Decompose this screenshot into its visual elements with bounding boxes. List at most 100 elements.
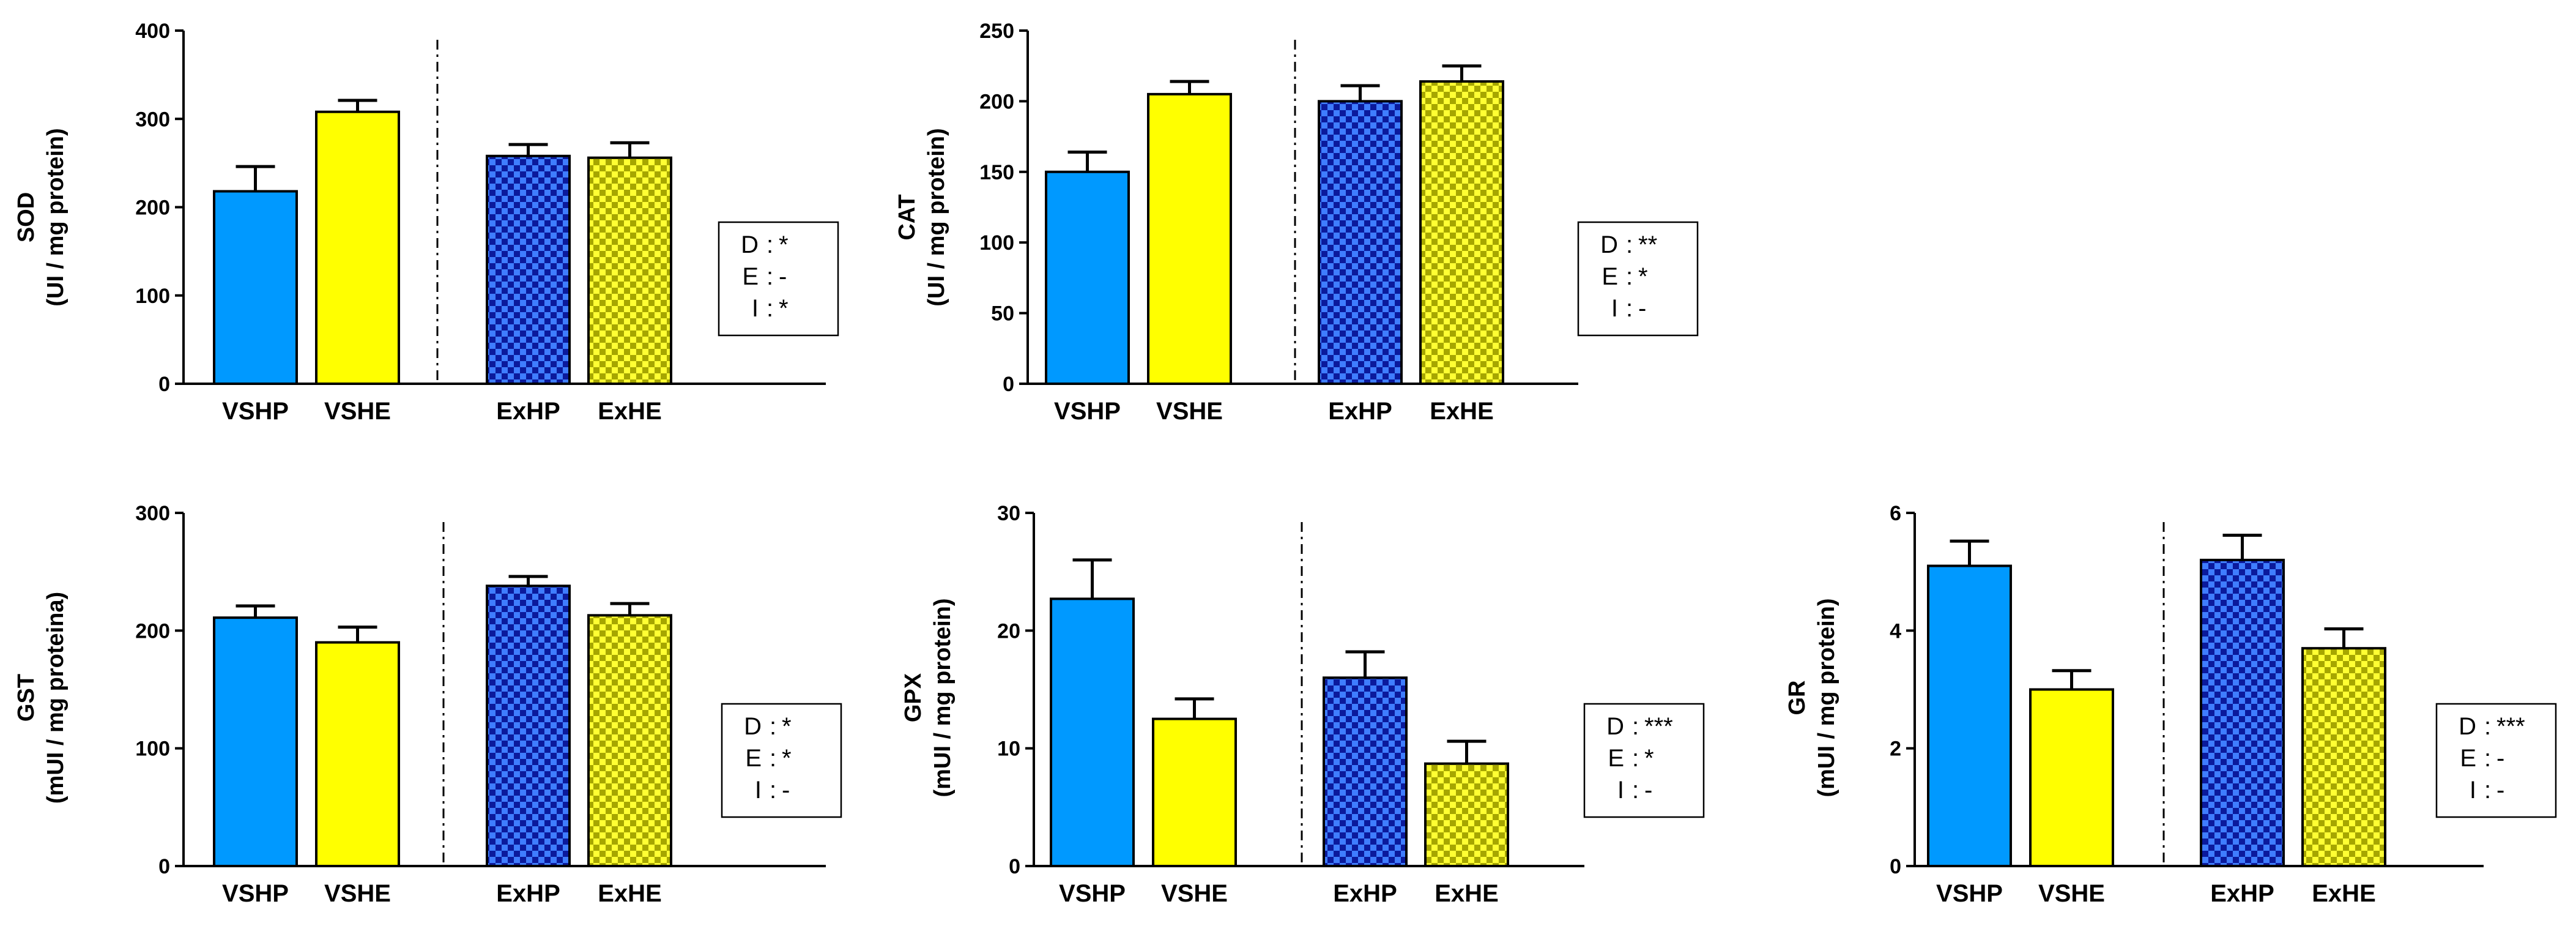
stat-key: I bbox=[2470, 777, 2476, 804]
chart-panel-gst: 0 100 200 300 VSHP VSHE ExHP ExHE GST (mUI / mg p… bbox=[13, 502, 842, 907]
x-category-label: VSHP bbox=[1936, 880, 2003, 907]
stat-colon: : bbox=[1632, 713, 1639, 740]
y-tick-label: 10 bbox=[997, 738, 1020, 761]
bar-exhe bbox=[587, 156, 672, 385]
stat-key: I bbox=[755, 777, 762, 804]
stat-colon: : bbox=[2484, 777, 2491, 804]
x-category-label: ExHE bbox=[598, 880, 662, 907]
y-axis-label: CAT (UI / mg protein) bbox=[894, 128, 949, 306]
stat-key: D bbox=[741, 231, 759, 258]
y-tick-label: 0 bbox=[1009, 855, 1020, 878]
stat-colon: : bbox=[1626, 263, 1633, 290]
stat-value: - bbox=[782, 777, 790, 804]
x-category-label: ExHP bbox=[1333, 880, 1397, 907]
y-tick-label: 0 bbox=[1003, 373, 1014, 396]
y-axis-title: SOD bbox=[13, 192, 39, 242]
stat-colon: : bbox=[766, 295, 773, 322]
x-category-label: ExHP bbox=[496, 880, 560, 907]
stat-colon: : bbox=[1626, 295, 1633, 322]
stat-key: E bbox=[2460, 745, 2476, 772]
bar-exhp bbox=[1318, 100, 1403, 385]
y-axis-label: GR (mUI / mg protein) bbox=[1784, 598, 1839, 797]
x-category-label: ExHE bbox=[598, 398, 662, 425]
stat-value: - bbox=[2496, 745, 2504, 772]
y-axis-title: GPX bbox=[900, 673, 926, 722]
bar-exhe bbox=[587, 614, 672, 868]
x-category-label: ExHP bbox=[496, 398, 560, 425]
y-tick-label: 100 bbox=[135, 285, 170, 308]
y-tick-label: 50 bbox=[991, 302, 1014, 326]
y-tick-label: 300 bbox=[135, 502, 170, 525]
bar-exhp bbox=[486, 154, 571, 386]
stat-value: *** bbox=[2496, 713, 2525, 740]
y-axis-unit: (UI / mg protein) bbox=[924, 128, 949, 306]
stat-value: *** bbox=[1644, 713, 1673, 740]
bar-vshp bbox=[1050, 597, 1135, 867]
stat-value: - bbox=[2496, 777, 2504, 804]
stat-value: * bbox=[1644, 745, 1654, 772]
x-category-label: VSHE bbox=[1161, 880, 1228, 907]
stat-key: E bbox=[1608, 745, 1624, 772]
stat-value: - bbox=[1644, 777, 1652, 804]
bar-exhp bbox=[1323, 676, 1408, 868]
stat-colon: : bbox=[1626, 231, 1633, 258]
stats-box bbox=[718, 221, 839, 337]
bar-vshp bbox=[1045, 170, 1130, 385]
y-tick-label: 100 bbox=[135, 738, 170, 761]
x-category-label: VSHP bbox=[1059, 880, 1126, 907]
y-tick-label: 4 bbox=[1890, 619, 1901, 643]
y-tick-label: 20 bbox=[997, 619, 1020, 643]
chart-panel-gr: 0 2 4 6 VSHP VSHE ExHP ExHE GR (mUI / mg protein)… bbox=[1784, 502, 2557, 907]
y-tick-label: 6 bbox=[1890, 502, 1901, 525]
stat-key: I bbox=[1617, 777, 1624, 804]
stat-colon: : bbox=[770, 745, 776, 772]
bar-exhe bbox=[1419, 80, 1504, 385]
stat-colon: : bbox=[1632, 745, 1639, 772]
x-category-label: ExHP bbox=[1328, 398, 1392, 425]
stat-colon: : bbox=[1632, 777, 1639, 804]
y-tick-label: 400 bbox=[135, 20, 170, 43]
stat-value: - bbox=[779, 263, 787, 290]
y-axis-label: GST (mUI / mg proteina) bbox=[13, 592, 69, 804]
y-tick-label: 30 bbox=[997, 502, 1020, 525]
x-category-label: ExHP bbox=[2210, 880, 2274, 907]
y-axis-label: GPX (mUI / mg protein) bbox=[900, 598, 956, 797]
stat-value: * bbox=[779, 295, 789, 322]
y-tick-label: 250 bbox=[979, 20, 1014, 43]
bar-vshe bbox=[315, 110, 400, 386]
y-tick-label: 100 bbox=[979, 231, 1014, 255]
stat-key: D bbox=[2459, 713, 2476, 740]
bar-exhp bbox=[486, 585, 571, 867]
y-axis-unit: (mUI / mg protein) bbox=[1814, 598, 1839, 797]
y-tick-label: 300 bbox=[135, 108, 170, 131]
y-axis-title: GST bbox=[13, 674, 39, 722]
stat-colon: : bbox=[766, 263, 773, 290]
stat-key: I bbox=[752, 295, 759, 322]
bar-vshp bbox=[213, 616, 298, 868]
stats-box bbox=[2435, 703, 2557, 818]
stat-key: I bbox=[1611, 295, 1618, 322]
bar-vshp bbox=[213, 190, 298, 385]
stat-key: E bbox=[1602, 263, 1618, 290]
stat-value: * bbox=[779, 231, 789, 258]
stat-value: * bbox=[1638, 263, 1648, 290]
stats-box bbox=[1583, 703, 1705, 818]
x-category-label: ExHE bbox=[2312, 880, 2376, 907]
bar-exhe bbox=[1424, 762, 1509, 868]
bar-vshe bbox=[315, 641, 400, 867]
y-tick-label: 2 bbox=[1890, 738, 1901, 761]
y-axis-unit: (mUI / mg proteina) bbox=[43, 592, 69, 804]
y-axis-title: GR bbox=[1784, 681, 1810, 715]
bar-vshe bbox=[2029, 688, 2114, 867]
x-category-label: VSHE bbox=[2038, 880, 2105, 907]
stat-value: ** bbox=[1638, 231, 1657, 258]
bar-vshp bbox=[1927, 564, 2012, 867]
x-category-label: VSHP bbox=[1054, 398, 1121, 425]
y-tick-label: 0 bbox=[158, 855, 170, 878]
stats-box bbox=[721, 703, 842, 818]
stat-colon: : bbox=[770, 777, 776, 804]
stat-colon: : bbox=[766, 231, 773, 258]
stat-colon: : bbox=[770, 713, 776, 740]
stat-value: * bbox=[782, 713, 792, 740]
